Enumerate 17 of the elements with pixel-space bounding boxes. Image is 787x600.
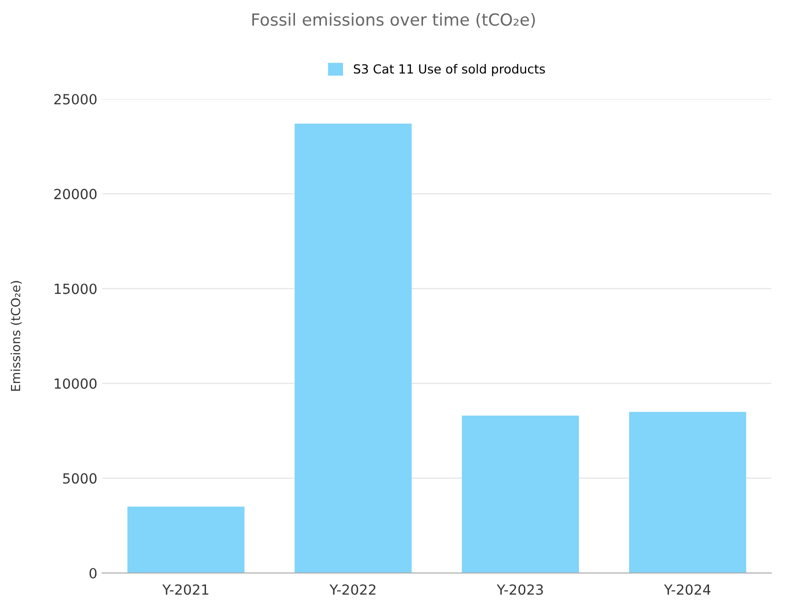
y-tick-label: 20000 [54, 188, 97, 200]
y-axis-title: Emissions (tCO₂e) [10, 281, 22, 391]
bar [462, 416, 579, 573]
x-tick-label: Y-2021 [162, 584, 208, 595]
legend-label: S3 Cat 11 Use of sold products [354, 64, 545, 76]
y-tick-label: 15000 [54, 284, 97, 294]
y-tick-label: 25000 [54, 94, 97, 104]
y-tick-label: 0 [90, 568, 97, 578]
bar [127, 506, 244, 573]
bar [294, 124, 412, 573]
x-tick-label: Y-2022 [330, 584, 376, 595]
y-tick-label: 10000 [54, 378, 97, 389]
x-tick-label: Y-2024 [664, 584, 710, 595]
x-tick-label: Y-2023 [496, 584, 543, 595]
bar [629, 412, 746, 573]
chart-title: Fossil emissions over time (tCO₂e) [252, 12, 535, 28]
y-tick-label: 5000 [63, 473, 97, 484]
